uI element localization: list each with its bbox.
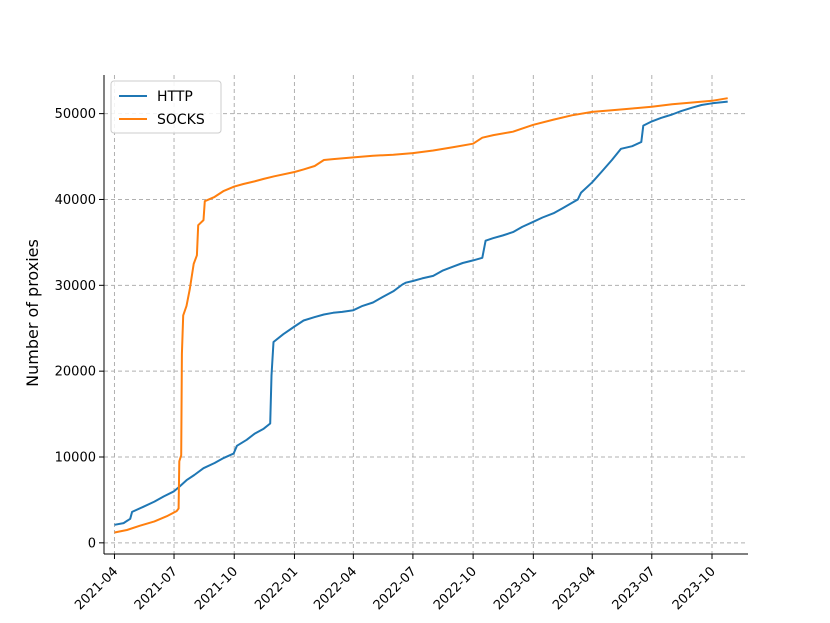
y-tick-label: 20000 — [55, 365, 96, 380]
legend-label-http: HTTP — [157, 89, 193, 105]
x-tick-label: 2023-07 — [610, 564, 659, 613]
x-tick-label: 2022-07 — [371, 564, 420, 613]
x-tick-label: 2021-10 — [192, 564, 241, 613]
grid-lines — [104, 75, 748, 554]
y-tick-label: 30000 — [55, 279, 96, 294]
tick-labels: 2021-04 2021-07 2021-10 2022-01 2022-04 2022-… — [55, 107, 719, 613]
x-tick-label: 2021-07 — [132, 564, 181, 613]
series-line-socks — [114, 97, 728, 534]
legend: HTTP SOCKS — [110, 80, 222, 134]
x-tick-label: 2023-10 — [670, 564, 719, 613]
x-tick-label: 2023-04 — [550, 564, 599, 613]
x-tick-label: 2021-04 — [72, 564, 121, 613]
y-axis-label: Number of proxies — [23, 239, 42, 387]
x-tick-label: 2022-10 — [431, 564, 480, 613]
legend-label-socks: SOCKS — [157, 112, 205, 128]
y-tick-label: 0 — [88, 536, 96, 551]
y-tick-label: 40000 — [55, 193, 96, 208]
y-tick-label: 10000 — [55, 450, 96, 465]
x-tick-label: 2023-01 — [491, 564, 540, 613]
series-line-http — [114, 100, 728, 526]
series-lines — [114, 97, 728, 534]
x-tick-label: 2022-01 — [252, 564, 301, 613]
y-tick-label: 50000 — [55, 107, 96, 122]
axes — [99, 75, 748, 559]
x-tick-label: 2022-04 — [311, 564, 360, 613]
